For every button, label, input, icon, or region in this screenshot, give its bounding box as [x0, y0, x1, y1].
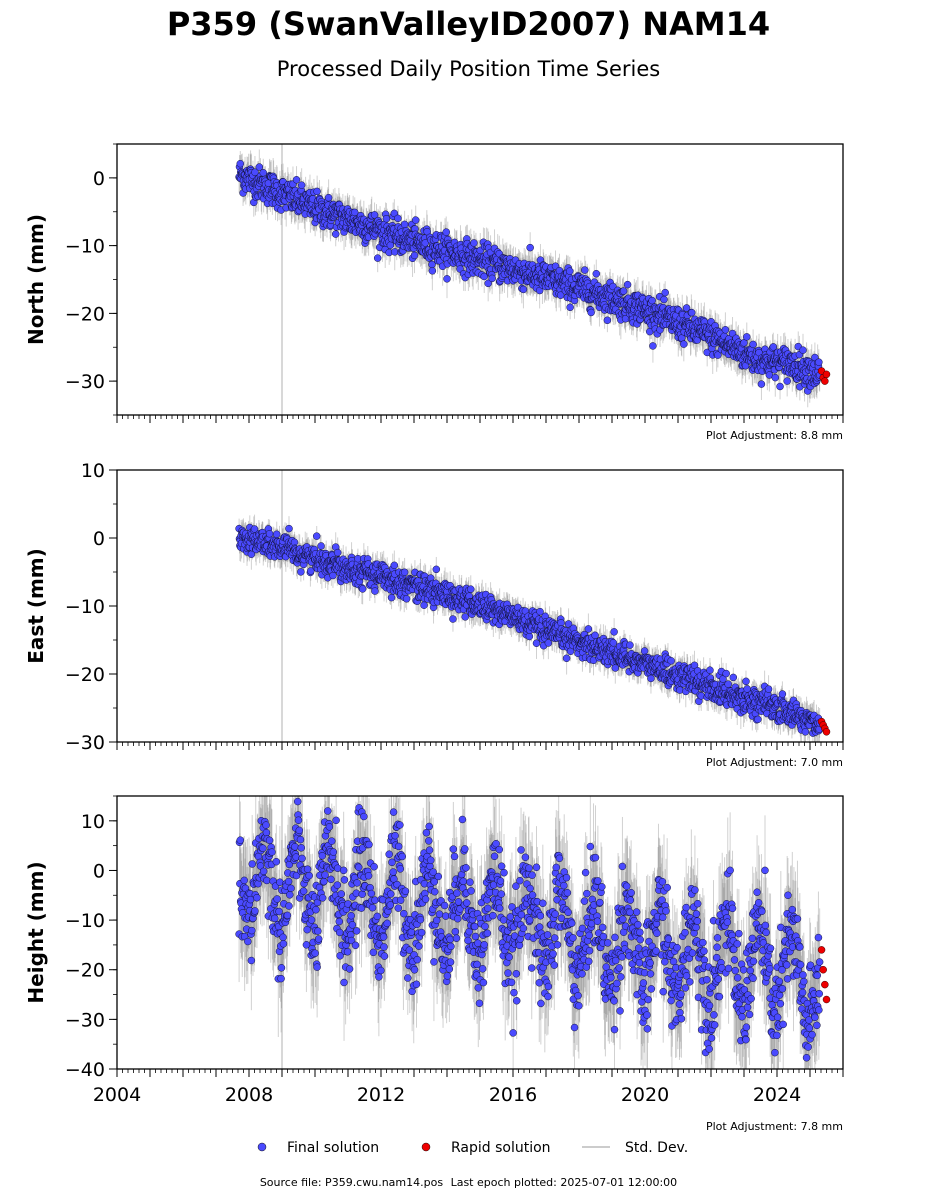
rapid-solution-points [817, 367, 831, 385]
chart-title: P359 (SwanValleyID2007) NAM14 [166, 5, 771, 43]
y-tick-label: −10 [65, 236, 105, 258]
x-tick-label: 2004 [93, 1084, 141, 1106]
rapid-solution-point [819, 965, 827, 974]
legend-item: Rapid solution [421, 1140, 551, 1156]
rapid-solution-point [822, 995, 831, 1004]
rapid-solution-point [821, 980, 829, 989]
y-tick-label: −30 [65, 732, 105, 754]
rapid-solution-points [817, 946, 831, 1004]
y-tick-label: −20 [65, 303, 105, 325]
y-tick-label: −30 [65, 1009, 105, 1031]
y-tick-label: −10 [65, 596, 105, 618]
axes-frame [116, 143, 844, 416]
legend-item: Std. Dev. [582, 1140, 688, 1156]
y-tick-label: −10 [65, 910, 105, 932]
legend: Final solution Rapid solution Std. Dev. [257, 1140, 688, 1156]
y-axis-label: North (mm) [24, 214, 48, 345]
rapid-solution-point [822, 370, 831, 379]
legend-label: Final solution [287, 1140, 379, 1156]
y-axis-label: East (mm) [24, 548, 48, 664]
rapid-solution-points [817, 717, 831, 736]
plot-area-2 [235, 470, 831, 742]
legend-label: Rapid solution [451, 1140, 551, 1156]
rapid-solution-point [821, 377, 829, 385]
y-tick-label: 10 [81, 811, 105, 833]
plot-adjustment-label: Plot Adjustment: 8.8 mm [706, 429, 843, 442]
rapid-solution-point [817, 946, 826, 954]
y-tick-label: −20 [65, 960, 105, 982]
final-solution-points [235, 523, 824, 737]
x-tick-label: 2024 [753, 1084, 801, 1106]
x-tick-label: 2020 [621, 1084, 669, 1106]
plot-area-3 [235, 796, 831, 1069]
final-solution-points [235, 159, 824, 395]
plot-adjustment-label: Plot Adjustment: 7.8 mm [706, 1120, 843, 1133]
plot-adjustment-label: Plot Adjustment: 7.0 mm [706, 756, 843, 769]
y-tick-label: 0 [93, 168, 105, 190]
y-tick-label: 10 [81, 460, 105, 482]
panel-1: 0 −10 −20 −30 North (mm) Plot Adjustment: 8.8… [24, 143, 844, 442]
legend-item: Final solution [257, 1140, 379, 1156]
rapid-solution-point [822, 728, 831, 736]
x-tick-label: 2012 [357, 1084, 405, 1106]
panel-2: 10 0 −10 −20 −30 East (mm) Plot Adjustment: 7.… [24, 460, 844, 769]
x-tick-label: 2016 [489, 1084, 537, 1106]
y-axis-label: Height (mm) [24, 861, 48, 1003]
x-tick-label: 2008 [225, 1084, 273, 1106]
panel-3: 10 0 −10 −20 −30 −40 2004 2008 2012 2016 2020 2024 H… [24, 795, 844, 1133]
y-tick-label: 0 [93, 860, 105, 882]
y-tick-label: −20 [65, 664, 105, 686]
legend-label: Std. Dev. [625, 1140, 688, 1156]
footer-source-file: Source file: P359.cwu.nam14.pos [259, 1176, 444, 1189]
chart-subtitle: Processed Daily Position Time Series [276, 57, 661, 81]
plot-area-1 [235, 144, 831, 415]
footer-source: Source file: P359.cwu.nam14.pos Last epo… [0, 1176, 937, 1189]
legend-marker [421, 1142, 431, 1152]
final-solution-points [235, 797, 824, 1062]
y-tick-label: −40 [65, 1059, 105, 1081]
y-tick-label: −30 [65, 371, 105, 393]
y-tick-label: 0 [93, 528, 105, 550]
footer-last-epoch: Last epoch plotted: 2025-07-01 12:00:00 [450, 1176, 678, 1189]
legend-marker [257, 1142, 267, 1152]
